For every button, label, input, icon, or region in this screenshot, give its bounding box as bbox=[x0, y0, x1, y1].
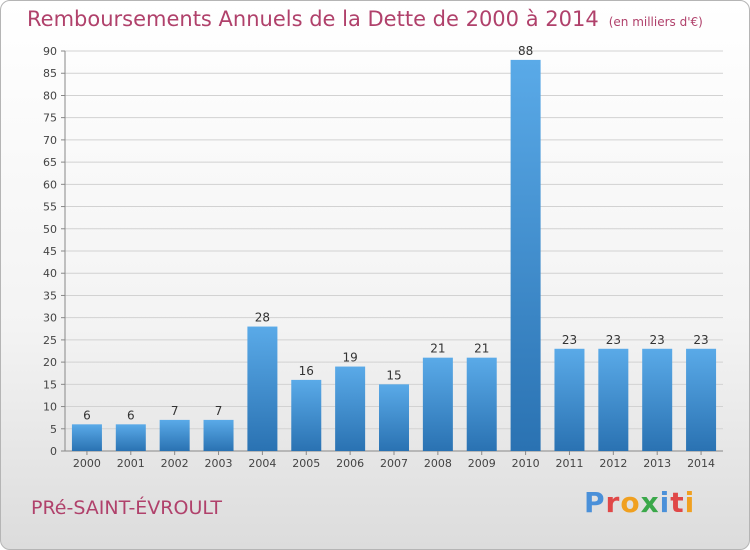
y-tick-label: 15 bbox=[43, 378, 57, 391]
y-tick-labels: 0 5 10 15 20 25 30 35 40 45 50 55 60 65 70 75 80 85 90 bbox=[43, 45, 57, 458]
y-tick-label: 0 bbox=[50, 445, 57, 458]
bar-2014 bbox=[686, 348, 717, 451]
x-tick-label: 2004 bbox=[248, 457, 276, 470]
chart-unit: (en milliers d'€) bbox=[608, 15, 703, 29]
bar-2000 bbox=[71, 424, 102, 451]
bar-2006 bbox=[335, 366, 366, 451]
bar-2009 bbox=[466, 357, 497, 451]
x-tick-label: 2002 bbox=[161, 457, 189, 470]
x-tick-label: 2013 bbox=[643, 457, 671, 470]
bar-2012 bbox=[598, 348, 629, 451]
data-labels: 6 6 7 7 28 16 19 15 21 21 88 23 23 23 23 bbox=[83, 44, 709, 422]
y-tick-label: 25 bbox=[43, 334, 57, 347]
x-tick-label: 2001 bbox=[117, 457, 145, 470]
y-tick-label: 20 bbox=[43, 356, 57, 369]
x-tick-label: 2000 bbox=[73, 457, 101, 470]
bars bbox=[71, 59, 717, 452]
data-label: 21 bbox=[474, 342, 489, 356]
y-tick-label: 10 bbox=[43, 401, 57, 414]
bar-2010 bbox=[510, 59, 541, 452]
logo-letter: o bbox=[620, 486, 641, 519]
x-tick-labels: 2000 2001 2002 2003 2004 2005 2006 2007 2008 2009… bbox=[73, 457, 715, 470]
logo-letter: x bbox=[640, 486, 660, 519]
logo-letter: r bbox=[605, 486, 621, 519]
logo-letter: i bbox=[684, 486, 696, 519]
y-tick-label: 5 bbox=[50, 423, 57, 436]
x-tick-label: 2012 bbox=[599, 457, 627, 470]
bar-2004 bbox=[247, 326, 278, 451]
x-tick-label: 2011 bbox=[555, 457, 583, 470]
y-tick-label: 65 bbox=[43, 156, 57, 169]
data-label: 23 bbox=[693, 333, 708, 347]
data-label: 23 bbox=[650, 333, 665, 347]
logo-letter: i bbox=[659, 486, 671, 519]
x-tick-label: 2006 bbox=[336, 457, 364, 470]
proxiti-logo: Proxiti bbox=[584, 486, 695, 519]
data-label: 28 bbox=[255, 311, 270, 325]
y-tick-label: 85 bbox=[43, 67, 57, 80]
data-label: 7 bbox=[215, 404, 223, 418]
chart-title-text: Remboursements Annuels de la Dette de 20… bbox=[27, 7, 599, 31]
y-tick-label: 50 bbox=[43, 223, 57, 236]
data-label: 23 bbox=[606, 333, 621, 347]
y-tick-label: 55 bbox=[43, 201, 57, 214]
chart-title: Remboursements Annuels de la Dette de 20… bbox=[27, 7, 703, 31]
y-tick-label: 90 bbox=[43, 45, 57, 58]
bar-2013 bbox=[642, 348, 673, 451]
town-name: PRé-SAINT-ÉVROULT bbox=[31, 497, 222, 519]
data-label: 21 bbox=[430, 342, 445, 356]
bar-2001 bbox=[115, 424, 146, 451]
x-tick-label: 2010 bbox=[512, 457, 540, 470]
y-tick-label: 30 bbox=[43, 312, 57, 325]
y-tick-label: 75 bbox=[43, 112, 57, 125]
y-tick-label: 70 bbox=[43, 134, 57, 147]
x-tick-label: 2003 bbox=[205, 457, 233, 470]
bar-2011 bbox=[554, 348, 585, 451]
x-tick-label: 2014 bbox=[687, 457, 715, 470]
data-label: 7 bbox=[171, 404, 179, 418]
bar-2005 bbox=[291, 379, 322, 451]
bar-2008 bbox=[422, 357, 453, 451]
y-tick-label: 35 bbox=[43, 289, 57, 302]
data-label: 16 bbox=[299, 364, 314, 378]
bar-2003 bbox=[203, 419, 234, 451]
bar-2007 bbox=[379, 384, 409, 451]
y-tick-label: 80 bbox=[43, 89, 57, 102]
x-tick-label: 2008 bbox=[424, 457, 452, 470]
data-label: 88 bbox=[518, 44, 533, 58]
data-label: 19 bbox=[342, 351, 357, 365]
data-label: 6 bbox=[127, 408, 135, 422]
data-label: 15 bbox=[386, 368, 401, 382]
y-tick-label: 45 bbox=[43, 245, 57, 258]
y-tick-label: 60 bbox=[43, 178, 57, 191]
data-label: 6 bbox=[83, 408, 91, 422]
x-tick-label: 2009 bbox=[468, 457, 496, 470]
data-label: 23 bbox=[562, 333, 577, 347]
x-tick-label: 2005 bbox=[292, 457, 320, 470]
bar-2002 bbox=[159, 419, 190, 451]
y-tick-label: 40 bbox=[43, 267, 57, 280]
logo-letter: t bbox=[670, 486, 685, 519]
x-tick-label: 2007 bbox=[380, 457, 408, 470]
logo-letter: P bbox=[584, 486, 606, 519]
